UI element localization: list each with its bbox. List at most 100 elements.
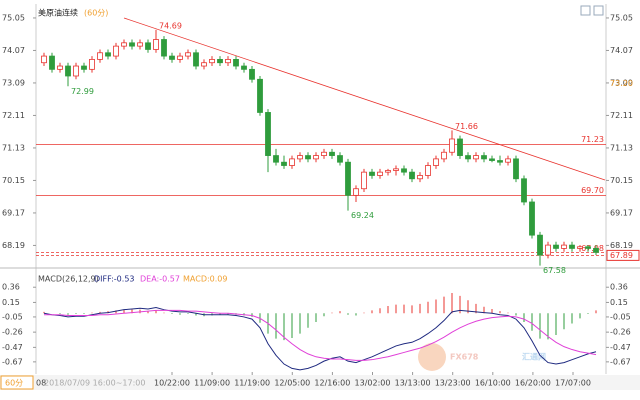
toolbar-icon[interactable] [593, 5, 604, 16]
marker-label: 69.70 [581, 186, 604, 195]
candle-body [41, 55, 47, 64]
candle-body [553, 244, 559, 249]
y-tick-label: -0.26 [2, 328, 23, 337]
y-tick-label: -0.05 [610, 312, 631, 321]
y-tick-label: 75.05 [610, 13, 633, 22]
y-tick-label: -0.47 [2, 343, 23, 352]
candle-body [433, 158, 439, 166]
x-tick-label: 10/22:00 [154, 379, 190, 388]
macd-line [43, 306, 597, 371]
candle-body [249, 68, 255, 80]
candle-body [369, 171, 375, 176]
y-tick-label: 70.15 [610, 176, 633, 185]
candle-body [537, 234, 543, 256]
watermark-name: 汇通网 [522, 352, 546, 362]
x-tick-label: 13/13:00 [395, 379, 431, 388]
y-tick-label: -0.47 [610, 343, 631, 352]
candle-body [497, 160, 503, 163]
candle-body [257, 78, 263, 113]
period-button[interactable]: 60分 [5, 379, 23, 388]
candle-body [201, 62, 207, 67]
candle-body [289, 158, 295, 166]
candle-body [161, 39, 167, 57]
candle-body [233, 59, 239, 67]
candle-body [305, 155, 311, 160]
candle-body [97, 52, 103, 60]
y-tick-label: -0.67 [610, 357, 631, 366]
candle-body [137, 42, 143, 47]
extreme-label: 67.58 [543, 266, 566, 275]
toolbar-icon[interactable] [580, 5, 591, 16]
histogram-label: MACD:0.09 [183, 275, 228, 284]
candle-body [57, 65, 63, 70]
candle-body [473, 155, 479, 160]
y-tick-label: 73.09 [2, 78, 25, 87]
candle-body [209, 59, 215, 64]
candle-body [513, 158, 519, 180]
candle-body [49, 55, 55, 70]
candle-body [329, 151, 335, 156]
x-tick-label: 11/19:00 [234, 379, 270, 388]
trend-line [123, 17, 606, 181]
candle-body [193, 52, 199, 67]
extreme-label: 71.66 [455, 122, 478, 131]
y-tick-label: 0.15 [2, 298, 20, 307]
macd-line [44, 309, 597, 361]
cursor-time: 2018/07/09 16:00~17:00 [44, 379, 145, 388]
candle-body [345, 161, 351, 196]
y-tick-label: 0.36 [610, 283, 628, 292]
marker-label: 67.98 [581, 244, 604, 253]
y-tick-label: 71.13 [2, 143, 25, 152]
candle-body [297, 155, 303, 160]
candle-body [105, 52, 111, 57]
y-tick-label: 72.11 [2, 111, 25, 120]
cursor-label: 08 [36, 379, 46, 388]
candle-body [409, 171, 415, 180]
candle-body [425, 165, 431, 176]
candle-body [281, 161, 287, 166]
candle-body [521, 178, 527, 203]
period-box[interactable] [0, 375, 34, 390]
candle-body [169, 55, 175, 60]
candle-body [377, 171, 383, 176]
chart-title: 美原油连续 [38, 8, 78, 18]
candle-body [321, 151, 327, 156]
candle-body [417, 175, 423, 180]
candle-body [505, 158, 511, 163]
candle-body [457, 138, 463, 156]
candle-body [225, 59, 231, 64]
candle-body [81, 65, 87, 70]
y-tick-label: 68.19 [2, 241, 25, 250]
y-tick-label: 73.09 [610, 78, 633, 87]
candle-body [73, 65, 79, 77]
candle-body [89, 59, 95, 70]
candle-body [577, 246, 583, 249]
candle-body [313, 155, 319, 160]
candle-body [593, 248, 599, 253]
candle-body [177, 55, 183, 60]
candle-body [561, 244, 567, 249]
candle-body [393, 168, 399, 171]
candle-body [441, 151, 447, 160]
time-axis-bar [0, 375, 640, 390]
candle-body [449, 138, 455, 153]
watermark-icon [418, 343, 446, 371]
y-tick-label: -0.05 [2, 312, 23, 321]
y-tick-label: 0.15 [610, 298, 628, 307]
watermark-logo: FX678 [450, 353, 479, 362]
candle-body [465, 155, 471, 160]
candle-body [129, 42, 135, 47]
candle-body [353, 188, 359, 196]
marker-box [606, 249, 640, 261]
candle-body [385, 170, 391, 173]
candle-body [273, 155, 279, 163]
candle-body [545, 244, 551, 256]
x-tick-label: 12/16:00 [314, 379, 350, 388]
candle-body [185, 52, 191, 57]
x-tick-label: 13/02:00 [355, 379, 391, 388]
candle-body [153, 39, 159, 50]
diff-label: DIFF:-0.53 [94, 275, 135, 284]
y-tick-label: 0.36 [2, 283, 20, 292]
candle-body [65, 65, 71, 77]
